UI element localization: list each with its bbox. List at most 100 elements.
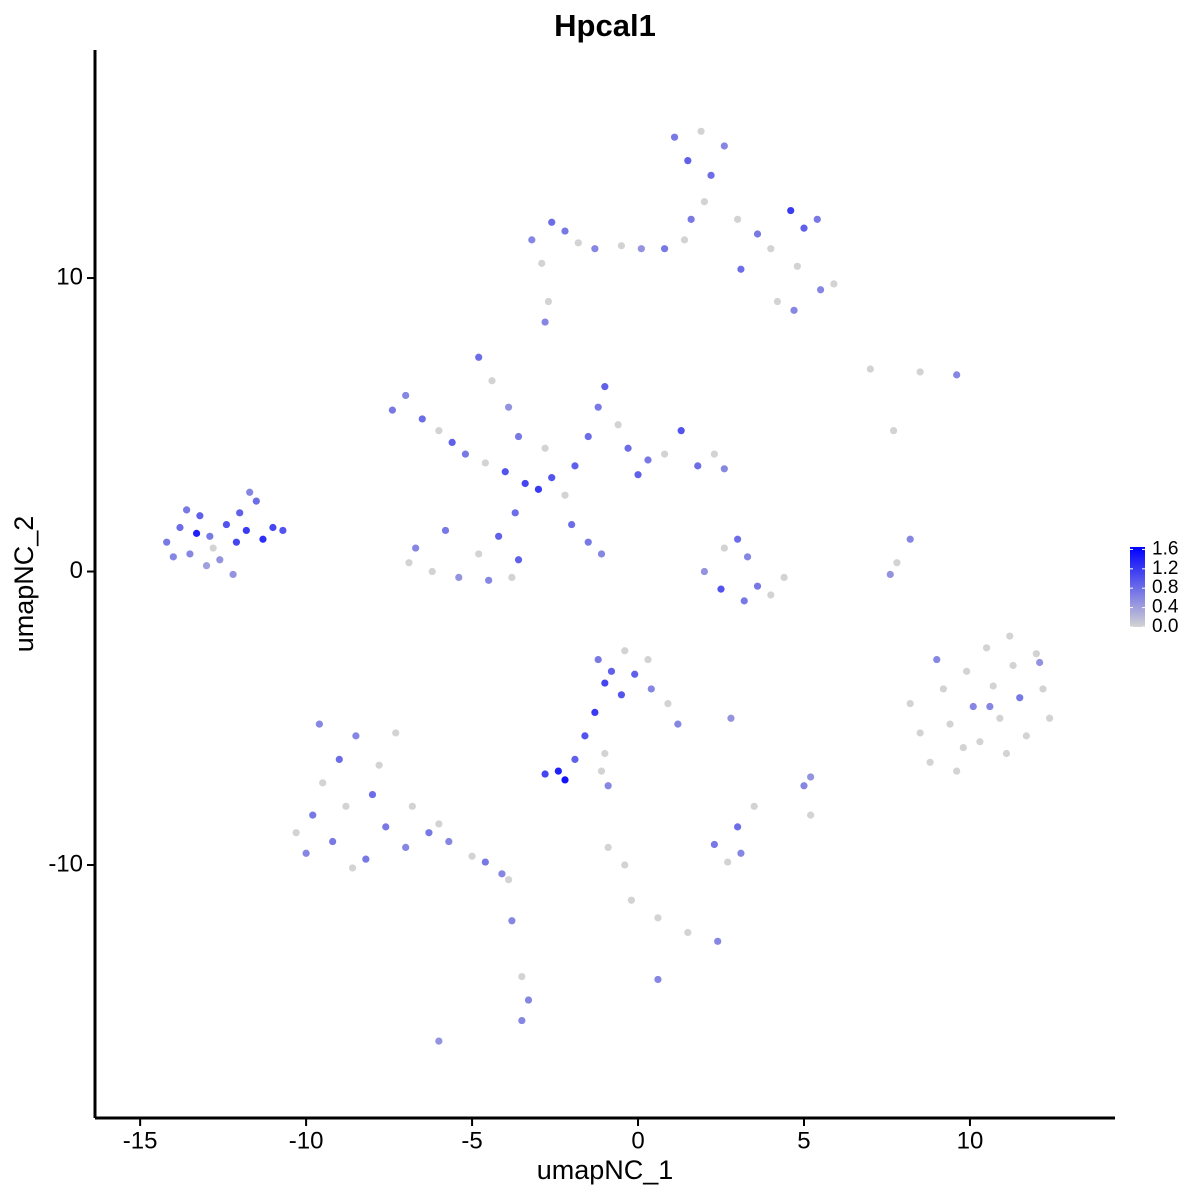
point xyxy=(425,829,433,837)
point xyxy=(963,667,971,675)
point xyxy=(621,861,629,869)
point xyxy=(292,829,300,837)
point xyxy=(548,474,556,482)
point xyxy=(574,239,582,247)
point xyxy=(996,714,1004,722)
point xyxy=(604,843,612,852)
point xyxy=(568,520,576,529)
point xyxy=(524,996,533,1004)
point xyxy=(750,802,758,810)
point xyxy=(830,280,838,288)
colorbar-tick-label: 0.8 xyxy=(1152,577,1178,598)
y-tick-label: 0 xyxy=(70,557,83,584)
point xyxy=(654,914,662,922)
point xyxy=(631,670,639,678)
point xyxy=(707,171,715,179)
point xyxy=(169,553,177,561)
point xyxy=(514,432,523,441)
point xyxy=(637,245,645,253)
point xyxy=(352,732,360,740)
point xyxy=(614,421,622,429)
point xyxy=(222,520,231,529)
point xyxy=(604,782,612,790)
point xyxy=(329,837,337,846)
point xyxy=(644,655,652,664)
y-axis-label: umapNC_2 xyxy=(9,516,39,653)
point xyxy=(242,526,250,535)
point xyxy=(677,427,685,435)
point xyxy=(206,532,214,540)
point xyxy=(541,770,549,778)
point xyxy=(654,975,662,984)
colorbar-tick-label: 0.4 xyxy=(1152,597,1179,618)
point xyxy=(481,459,489,467)
point xyxy=(348,864,357,872)
point xyxy=(402,391,410,400)
colorbar-tick-label: 1.2 xyxy=(1152,558,1178,579)
point xyxy=(209,544,217,552)
point xyxy=(1032,650,1040,658)
colorbar-gradient xyxy=(1130,547,1145,627)
point xyxy=(518,1016,526,1025)
point xyxy=(807,811,815,819)
point xyxy=(375,761,383,769)
point xyxy=(408,802,416,810)
point xyxy=(734,535,742,543)
point xyxy=(468,852,476,860)
point xyxy=(926,758,934,766)
point xyxy=(541,444,549,452)
point xyxy=(475,550,483,558)
point xyxy=(279,526,287,535)
point xyxy=(561,227,569,235)
point xyxy=(538,259,546,267)
point xyxy=(342,802,350,810)
point xyxy=(710,840,718,849)
point xyxy=(259,535,267,543)
point xyxy=(319,779,327,787)
point xyxy=(1039,685,1047,693)
point xyxy=(953,767,961,775)
point xyxy=(664,699,672,708)
point xyxy=(734,215,742,223)
point xyxy=(561,491,569,499)
point xyxy=(584,538,592,546)
point xyxy=(780,573,788,581)
point xyxy=(773,297,782,306)
point xyxy=(388,406,397,414)
point xyxy=(807,773,815,781)
point xyxy=(176,523,184,532)
point xyxy=(518,972,526,981)
point xyxy=(504,403,513,411)
point xyxy=(660,450,669,458)
point xyxy=(720,465,728,473)
point xyxy=(597,767,606,775)
point xyxy=(435,1037,443,1045)
point xyxy=(680,236,689,244)
point xyxy=(607,667,616,675)
point xyxy=(508,573,516,581)
point xyxy=(534,485,543,493)
point xyxy=(1022,732,1030,740)
x-tick-label: -15 xyxy=(123,1127,158,1154)
point xyxy=(594,403,602,411)
point xyxy=(644,456,652,464)
point xyxy=(601,679,609,687)
colorbar-tick-label: 1.6 xyxy=(1152,538,1178,559)
y-tick-label: -10 xyxy=(48,850,83,877)
point xyxy=(816,286,825,294)
x-tick-label: 0 xyxy=(631,1127,644,1154)
point xyxy=(544,297,553,306)
point xyxy=(504,876,513,884)
x-tick-label: -5 xyxy=(461,1127,482,1154)
point xyxy=(813,215,821,223)
point xyxy=(939,685,947,693)
point xyxy=(488,377,496,385)
point xyxy=(976,738,984,746)
point xyxy=(405,559,413,567)
point xyxy=(767,591,775,599)
point xyxy=(906,535,914,543)
point xyxy=(624,444,632,452)
point xyxy=(461,450,470,458)
point xyxy=(548,218,556,226)
point xyxy=(528,236,536,244)
